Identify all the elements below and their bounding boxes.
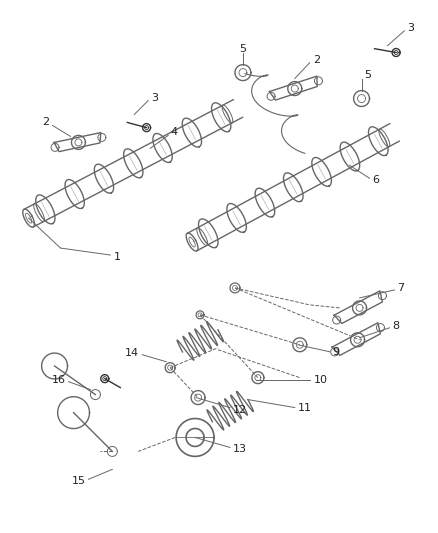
Text: 5: 5 <box>240 44 247 54</box>
Text: 2: 2 <box>42 117 49 127</box>
Text: 5: 5 <box>364 70 371 79</box>
Text: 4: 4 <box>170 127 177 138</box>
Text: 7: 7 <box>397 283 405 293</box>
Text: 1: 1 <box>113 252 120 262</box>
Text: 3: 3 <box>151 93 158 102</box>
Text: 3: 3 <box>407 23 414 33</box>
Text: 11: 11 <box>298 402 312 413</box>
Text: 6: 6 <box>372 175 379 185</box>
Text: 15: 15 <box>71 477 85 486</box>
Text: 13: 13 <box>233 445 247 455</box>
Text: 10: 10 <box>314 375 328 385</box>
Text: 16: 16 <box>52 375 66 385</box>
Text: 12: 12 <box>233 405 247 415</box>
Text: 8: 8 <box>392 321 399 331</box>
Text: 14: 14 <box>125 348 139 358</box>
Text: 2: 2 <box>313 55 320 64</box>
Text: 9: 9 <box>332 347 340 357</box>
